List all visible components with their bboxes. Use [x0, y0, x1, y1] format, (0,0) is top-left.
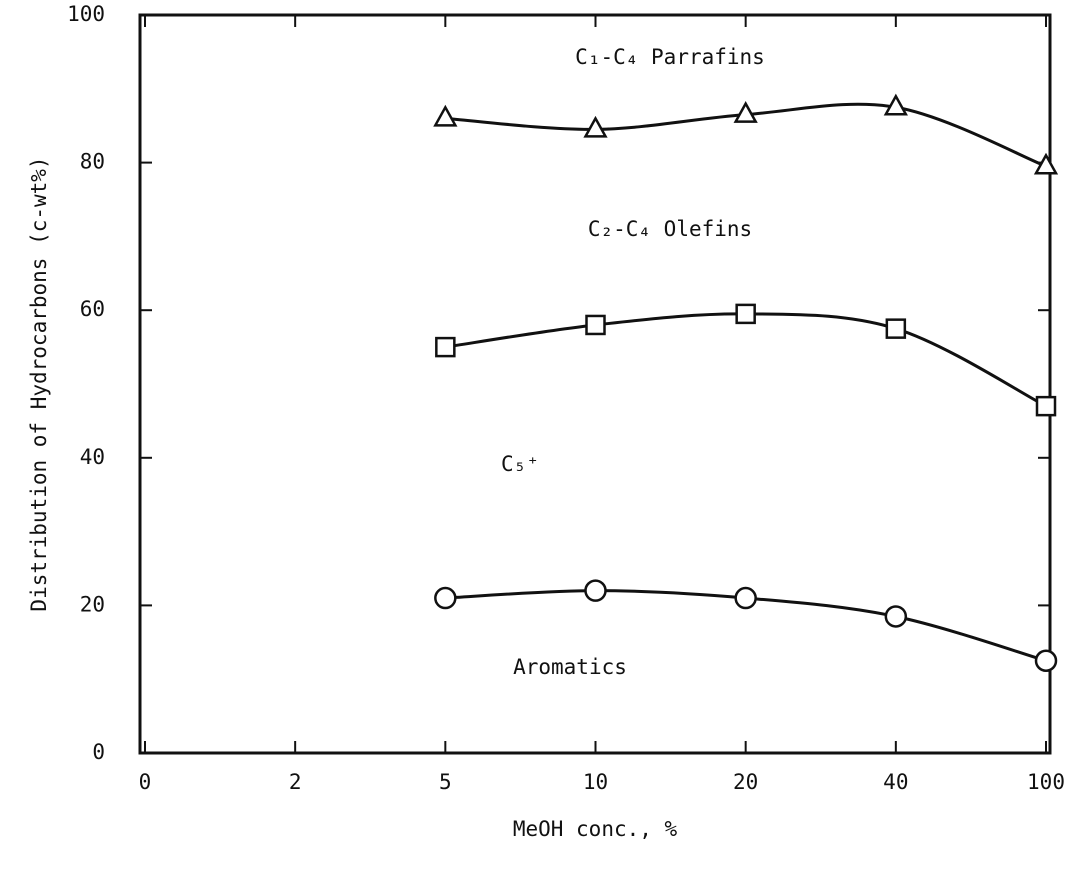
triangle-marker [433, 104, 458, 127]
square-marker [1035, 395, 1057, 417]
x-axis-label: MeOH conc., % [513, 817, 678, 841]
y-tick-label: 0 [92, 740, 105, 764]
square-marker [435, 336, 456, 358]
triangle-marker [583, 115, 608, 138]
square-marker [585, 314, 606, 336]
annotation: C₂-C₄ Olefins [588, 217, 752, 241]
triangle-marker [733, 101, 758, 123]
circle-marker [1034, 649, 1058, 672]
y-tick-label: 40 [80, 445, 105, 469]
y-axis-label: Distribution of Hydrocarbons (c-wt%) [27, 156, 51, 611]
x-tick-label: 100 [1027, 770, 1065, 794]
triangle-marker [1033, 152, 1059, 175]
y-tick-label: 20 [80, 592, 105, 616]
y-tick-label: 100 [67, 2, 105, 26]
triangle-marker [883, 93, 908, 116]
annotation: C₅⁺ [501, 452, 539, 476]
y-tick-label: 80 [80, 150, 105, 174]
circle-marker [884, 605, 908, 628]
circle-marker [734, 586, 757, 610]
circle-marker [584, 579, 607, 602]
x-tick-label: 20 [733, 770, 758, 794]
annotation: Aromatics [513, 655, 627, 679]
square-marker [735, 303, 756, 325]
circle-marker [434, 586, 457, 610]
x-tick-label: 40 [883, 770, 908, 794]
series-curve [445, 312, 1047, 408]
x-tick-label: 5 [439, 770, 452, 794]
square-marker [885, 318, 907, 339]
x-tick-label: 0 [139, 770, 152, 794]
annotation: C₁-C₄ Parrafins [575, 45, 765, 69]
y-tick-label: 60 [80, 297, 105, 321]
x-tick-label: 10 [583, 770, 608, 794]
x-tick-label: 2 [289, 770, 302, 794]
